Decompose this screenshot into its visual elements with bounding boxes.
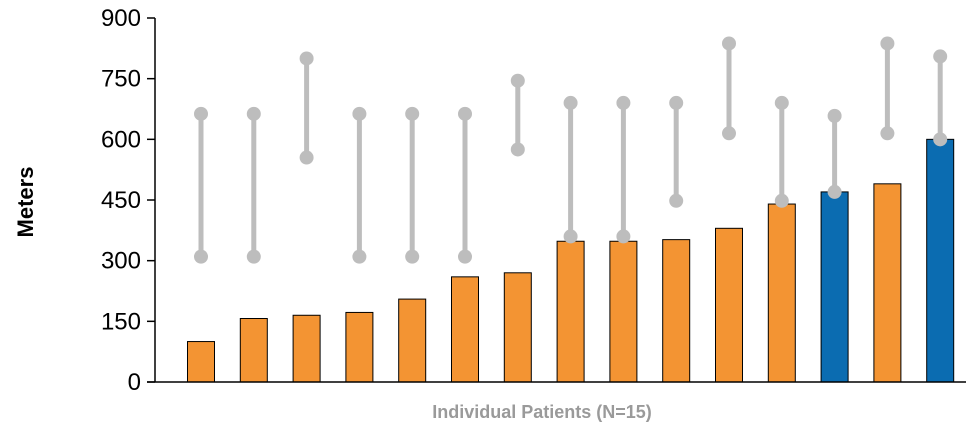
range-low-point-4 bbox=[352, 249, 367, 264]
y-tick-label: 0 bbox=[128, 369, 141, 396]
range-high-point-15 bbox=[933, 49, 948, 64]
range-high-point-8 bbox=[563, 95, 578, 110]
y-tick-label: 450 bbox=[101, 187, 141, 214]
bar-patient-5 bbox=[398, 298, 427, 383]
bar-patient-6 bbox=[451, 276, 479, 383]
bar-patient-8 bbox=[556, 240, 585, 383]
range-high-point-9 bbox=[616, 95, 631, 110]
range-low-point-5 bbox=[405, 249, 420, 264]
bar-patient-11 bbox=[715, 227, 743, 383]
bar-patient-1 bbox=[187, 341, 215, 383]
bars bbox=[187, 138, 955, 383]
range-low-point-10 bbox=[669, 193, 684, 208]
range-low-point-2 bbox=[246, 249, 261, 264]
range-low-point-13 bbox=[827, 184, 842, 199]
range-high-point-2 bbox=[246, 106, 261, 121]
y-tick-label: 600 bbox=[101, 126, 141, 153]
range-low-point-1 bbox=[194, 249, 208, 264]
bar-patient-4 bbox=[345, 311, 374, 383]
x-axis-title: Individual Patients (N=15) bbox=[432, 402, 652, 422]
y-tick-label: 900 bbox=[101, 5, 141, 32]
range-low-point-6 bbox=[458, 249, 472, 264]
range-high-point-13 bbox=[827, 108, 842, 123]
range-lines bbox=[194, 36, 948, 264]
range-high-point-7 bbox=[510, 73, 525, 88]
bar-patient-10 bbox=[662, 239, 691, 383]
range-high-point-5 bbox=[405, 106, 420, 121]
range-low-point-11 bbox=[722, 126, 736, 141]
range-high-point-10 bbox=[669, 95, 684, 110]
bar-patient-9 bbox=[609, 240, 638, 383]
y-tick-label: 150 bbox=[101, 308, 141, 335]
range-low-point-8 bbox=[563, 229, 578, 244]
range-high-point-6 bbox=[458, 106, 472, 121]
range-high-point-11 bbox=[722, 36, 736, 51]
range-low-point-12 bbox=[774, 193, 789, 208]
range-low-point-14 bbox=[880, 126, 895, 141]
range-high-point-12 bbox=[774, 95, 789, 110]
y-tick-label: 750 bbox=[101, 66, 141, 93]
range-low-point-15 bbox=[933, 132, 948, 147]
range-high-point-4 bbox=[352, 106, 367, 121]
bar-patient-2 bbox=[239, 318, 268, 383]
range-low-point-7 bbox=[510, 142, 525, 157]
bar-patient-3 bbox=[292, 314, 321, 383]
range-low-point-3 bbox=[299, 150, 314, 165]
y-axis-title: Meters bbox=[13, 167, 38, 238]
bar-patient-14 bbox=[873, 183, 902, 383]
bar-patient-15 bbox=[926, 138, 955, 383]
range-low-point-9 bbox=[616, 229, 631, 244]
axes bbox=[147, 18, 966, 383]
range-high-point-3 bbox=[299, 51, 314, 66]
bar-patient-7 bbox=[503, 272, 532, 383]
range-high-point-14 bbox=[880, 36, 895, 51]
y-tick-label: 300 bbox=[101, 248, 141, 275]
range-high-point-1 bbox=[194, 106, 208, 121]
bar-patient-12 bbox=[767, 203, 796, 383]
bar-patient-13 bbox=[820, 191, 849, 383]
y-axis-ticks: 0 150 300 450 600 750 900 bbox=[101, 5, 155, 396]
